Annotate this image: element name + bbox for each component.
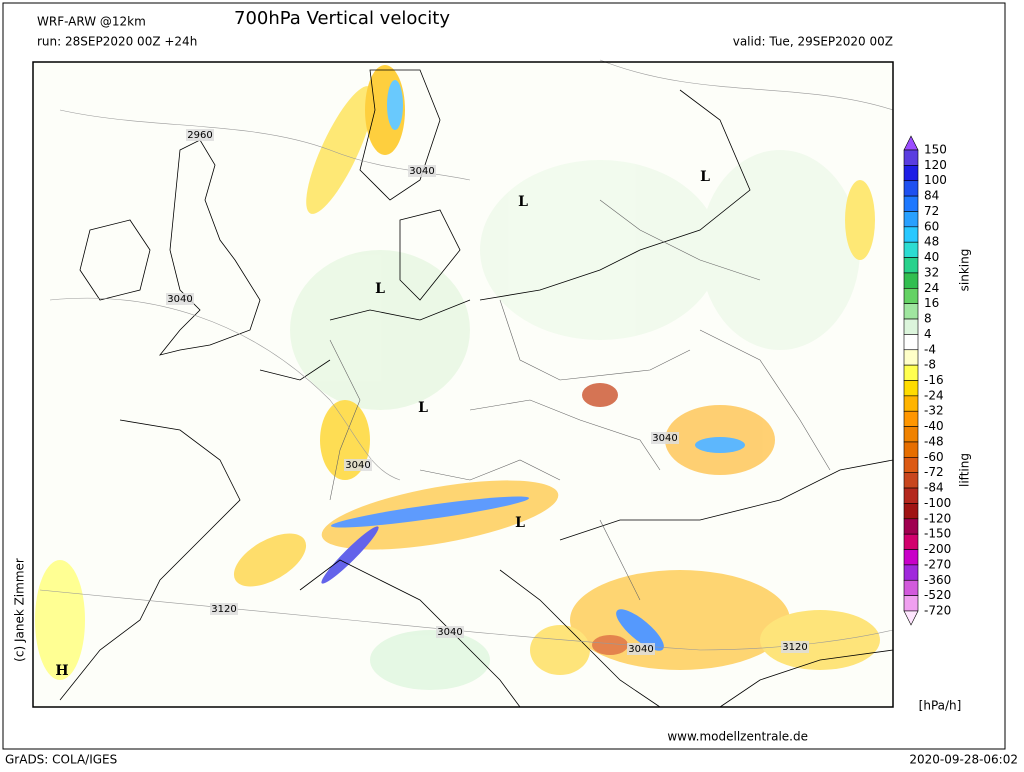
colorbar: 150120100847260484032241684-4-8-16-24-32… bbox=[903, 135, 951, 626]
colorbar-label: 150 bbox=[924, 143, 947, 157]
colorbar-segment bbox=[903, 595, 919, 612]
colorbar-label: -16 bbox=[924, 373, 944, 387]
colorbar-segment bbox=[903, 349, 919, 366]
colorbar-segment bbox=[903, 318, 919, 335]
colorbar-segment bbox=[903, 472, 919, 489]
contour-label: 3040 bbox=[345, 460, 370, 471]
coastlines bbox=[59, 69, 894, 708]
colorbar-label: 24 bbox=[924, 281, 939, 295]
colorbar-label: 100 bbox=[924, 173, 947, 187]
colorbar-segment bbox=[903, 518, 919, 535]
timestamp: 2020-09-28-06:02 bbox=[909, 753, 1018, 767]
colorbar-label: 120 bbox=[924, 158, 947, 172]
colorbar-label: 48 bbox=[924, 235, 939, 249]
colorbar-label: -84 bbox=[924, 481, 944, 495]
colorbar-label: -200 bbox=[924, 542, 951, 556]
colorbar-segment bbox=[903, 180, 919, 197]
colorbar-bottom-triangle bbox=[903, 610, 919, 626]
unit-label: [hPa/h] bbox=[919, 699, 962, 713]
low-marker: L bbox=[375, 281, 385, 297]
colorbar-label: -40 bbox=[924, 419, 944, 433]
colorbar-segment bbox=[903, 457, 919, 474]
colorbar-label: 84 bbox=[924, 189, 939, 203]
low-marker: L bbox=[700, 169, 710, 185]
colorbar-label: -360 bbox=[924, 573, 951, 587]
credit: (c) Janek Zimmer bbox=[13, 558, 27, 662]
colorbar-segment bbox=[903, 395, 919, 412]
colorbar-segment bbox=[903, 226, 919, 243]
colorbar-label: -150 bbox=[924, 527, 951, 541]
colorbar-label: -270 bbox=[924, 557, 951, 571]
contour-labels: 2960 3040 3040 3040 3040 3120 3040 3040 … bbox=[166, 129, 809, 655]
contour-label: 3040 bbox=[437, 627, 462, 638]
contour-label: 3120 bbox=[782, 642, 807, 653]
colorbar-label: -72 bbox=[924, 465, 944, 479]
colorbar-segment bbox=[903, 257, 919, 274]
colorbar-label: 8 bbox=[924, 312, 932, 326]
colorbar-label: -48 bbox=[924, 434, 944, 448]
colorbar-segment bbox=[903, 487, 919, 504]
map: 2960 3040 3040 3040 3040 3120 3040 3040 … bbox=[32, 59, 894, 708]
high-marker: H bbox=[55, 663, 68, 679]
borders bbox=[329, 199, 831, 601]
colorbar-segment bbox=[903, 549, 919, 566]
lifting-label: lifting bbox=[958, 453, 972, 487]
colorbar-label: -8 bbox=[924, 358, 936, 372]
colorbar-segment bbox=[903, 410, 919, 427]
low-marker: L bbox=[515, 515, 525, 531]
colorbar-segment bbox=[903, 241, 919, 258]
colorbar-label: -4 bbox=[924, 342, 936, 356]
colorbar-segment bbox=[903, 533, 919, 550]
colorbar-label: -120 bbox=[924, 511, 951, 525]
colorbar-segment bbox=[903, 287, 919, 304]
sinking-label: sinking bbox=[958, 249, 972, 292]
contour-label: 3040 bbox=[652, 433, 677, 444]
field-shading bbox=[35, 65, 880, 690]
map-frame bbox=[32, 61, 894, 708]
colorbar-label: -520 bbox=[924, 588, 951, 602]
low-marker: L bbox=[418, 400, 428, 416]
colorbar-segment bbox=[903, 303, 919, 320]
contour-label: 3040 bbox=[409, 166, 434, 177]
colorbar-segment bbox=[903, 564, 919, 581]
contour-label: 3120 bbox=[211, 604, 236, 615]
colorbar-segment bbox=[903, 195, 919, 212]
colorbar-segment bbox=[903, 579, 919, 596]
website: www.modellzentrale.de bbox=[667, 730, 808, 744]
colorbar-label: 4 bbox=[924, 327, 932, 341]
colorbar-label: -32 bbox=[924, 404, 944, 418]
colorbar-segment bbox=[903, 211, 919, 228]
contour-label: 2960 bbox=[187, 130, 212, 141]
colorbar-label: -60 bbox=[924, 450, 944, 464]
colorbar-segment bbox=[903, 364, 919, 381]
colorbar-label: 40 bbox=[924, 250, 939, 264]
colorbar-label: -100 bbox=[924, 496, 951, 510]
colorbar-segment bbox=[903, 165, 919, 182]
low-marker: L bbox=[518, 194, 528, 210]
colorbar-segment bbox=[903, 272, 919, 289]
colorbar-segment bbox=[903, 441, 919, 458]
colorbar-segment bbox=[903, 380, 919, 397]
colorbar-segment bbox=[903, 334, 919, 351]
valid-label: valid: Tue, 29SEP2020 00Z bbox=[733, 35, 893, 49]
run-label: run: 28SEP2020 00Z +24h bbox=[37, 35, 197, 49]
colorbar-label: 32 bbox=[924, 265, 939, 279]
colorbar-label: 60 bbox=[924, 219, 939, 233]
colorbar-segment bbox=[903, 426, 919, 443]
colorbar-label: 72 bbox=[924, 204, 939, 218]
colorbar-segment bbox=[903, 503, 919, 520]
colorbar-label: 16 bbox=[924, 296, 939, 310]
contour-label: 3040 bbox=[628, 644, 653, 655]
model-label: WRF-ARW @12km bbox=[37, 15, 146, 29]
software: GrADS: COLA/IGES bbox=[5, 753, 117, 767]
colorbar-label: -24 bbox=[924, 388, 944, 402]
chart-title: 700hPa Vertical velocity bbox=[234, 8, 450, 29]
colorbar-label: -720 bbox=[924, 604, 951, 618]
contour-label: 3040 bbox=[167, 294, 192, 305]
colorbar-segment bbox=[903, 149, 919, 166]
